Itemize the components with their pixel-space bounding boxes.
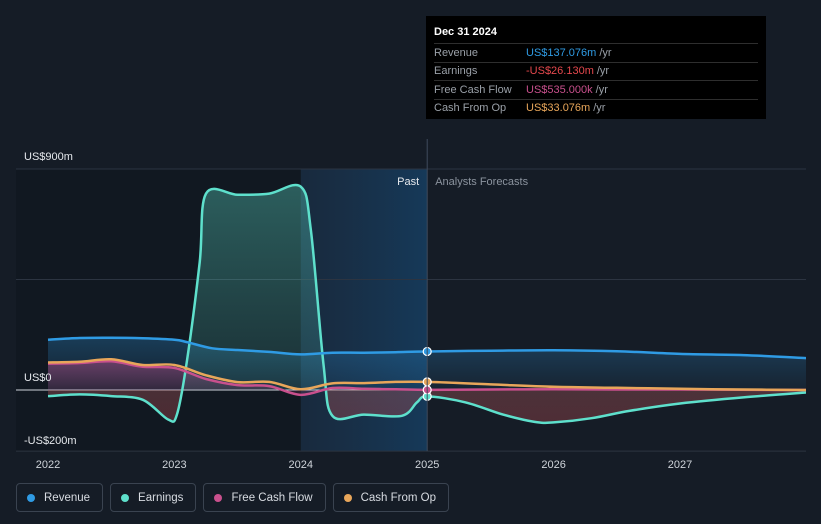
legend-dot-icon bbox=[121, 493, 130, 502]
legend-label: Revenue bbox=[44, 491, 91, 504]
legend-item-cash-from-op[interactable]: Cash From Op bbox=[332, 483, 450, 512]
free-cash-flow-line bbox=[47, 359, 806, 397]
tooltip-label: Free Cash Flow bbox=[434, 83, 512, 96]
legend-label: Cash From Op bbox=[360, 491, 437, 504]
free-cash-flow-area bbox=[48, 361, 806, 395]
legend-dot-icon bbox=[343, 493, 352, 502]
x-tick-label: 2023 bbox=[162, 459, 186, 471]
earnings-line bbox=[47, 183, 806, 425]
tooltip-value: US$33.076m bbox=[526, 102, 591, 115]
cash-from-op-line bbox=[47, 357, 806, 392]
tooltip-unit: /yr bbox=[596, 65, 610, 78]
tooltip-unit: /yr bbox=[593, 102, 606, 115]
y-label-zero: US$0 bbox=[24, 372, 52, 384]
tooltip-value: US$137.076m bbox=[526, 46, 597, 59]
tooltip-unit: /yr bbox=[595, 83, 608, 96]
y-label-bottom: -US$200m bbox=[24, 435, 77, 447]
x-tick-label: 2025 bbox=[415, 459, 439, 471]
legend-item-revenue[interactable]: Revenue bbox=[16, 483, 104, 512]
tooltip-row-revenue: Revenue US$137.076m /yr bbox=[434, 43, 758, 62]
tooltip-row-cash-from-op: Cash From Op US$33.076m /yr bbox=[434, 98, 758, 118]
revenue-line bbox=[47, 336, 806, 360]
tooltip-unit: /yr bbox=[599, 46, 612, 59]
x-tick-label: 2022 bbox=[36, 459, 60, 471]
x-tick-label: 2024 bbox=[289, 459, 313, 471]
x-tick-label: 2027 bbox=[668, 459, 692, 471]
x-tick-label: 2026 bbox=[541, 459, 565, 471]
legend-item-earnings[interactable]: Earnings bbox=[110, 483, 197, 512]
tooltip-date: Dec 31 2024 bbox=[434, 26, 497, 38]
tooltip-value: -US$26.130m bbox=[526, 65, 594, 78]
tooltip-label: Earnings bbox=[434, 65, 478, 78]
tooltip-value: US$535.000k bbox=[526, 83, 593, 96]
earnings-negative-area bbox=[48, 390, 806, 423]
legend-label: Free Cash Flow bbox=[231, 491, 313, 504]
forecast-label: Analysts Forecasts bbox=[435, 176, 528, 188]
legend-dot-icon bbox=[214, 493, 223, 502]
legend-item-free-cash-flow[interactable]: Free Cash Flow bbox=[203, 483, 326, 512]
tooltip-label: Cash From Op bbox=[434, 102, 507, 115]
legend-label: Earnings bbox=[138, 491, 184, 504]
past-label: Past bbox=[397, 176, 419, 188]
earnings-area bbox=[48, 185, 806, 423]
y-label-top: US$900m bbox=[24, 151, 73, 163]
legend: Revenue Earnings Free Cash Flow Cash Fro… bbox=[16, 483, 450, 512]
tooltip-row-earnings: Earnings -US$26.130m /yr bbox=[434, 61, 758, 81]
tooltip-row-free-cash-flow: Free Cash Flow US$535.000k /yr bbox=[434, 80, 758, 99]
tooltip-label: Revenue bbox=[434, 46, 479, 59]
legend-dot-icon bbox=[27, 493, 35, 502]
tooltip: Dec 31 2024 Revenue US$137.076m /yr Earn… bbox=[426, 16, 766, 119]
